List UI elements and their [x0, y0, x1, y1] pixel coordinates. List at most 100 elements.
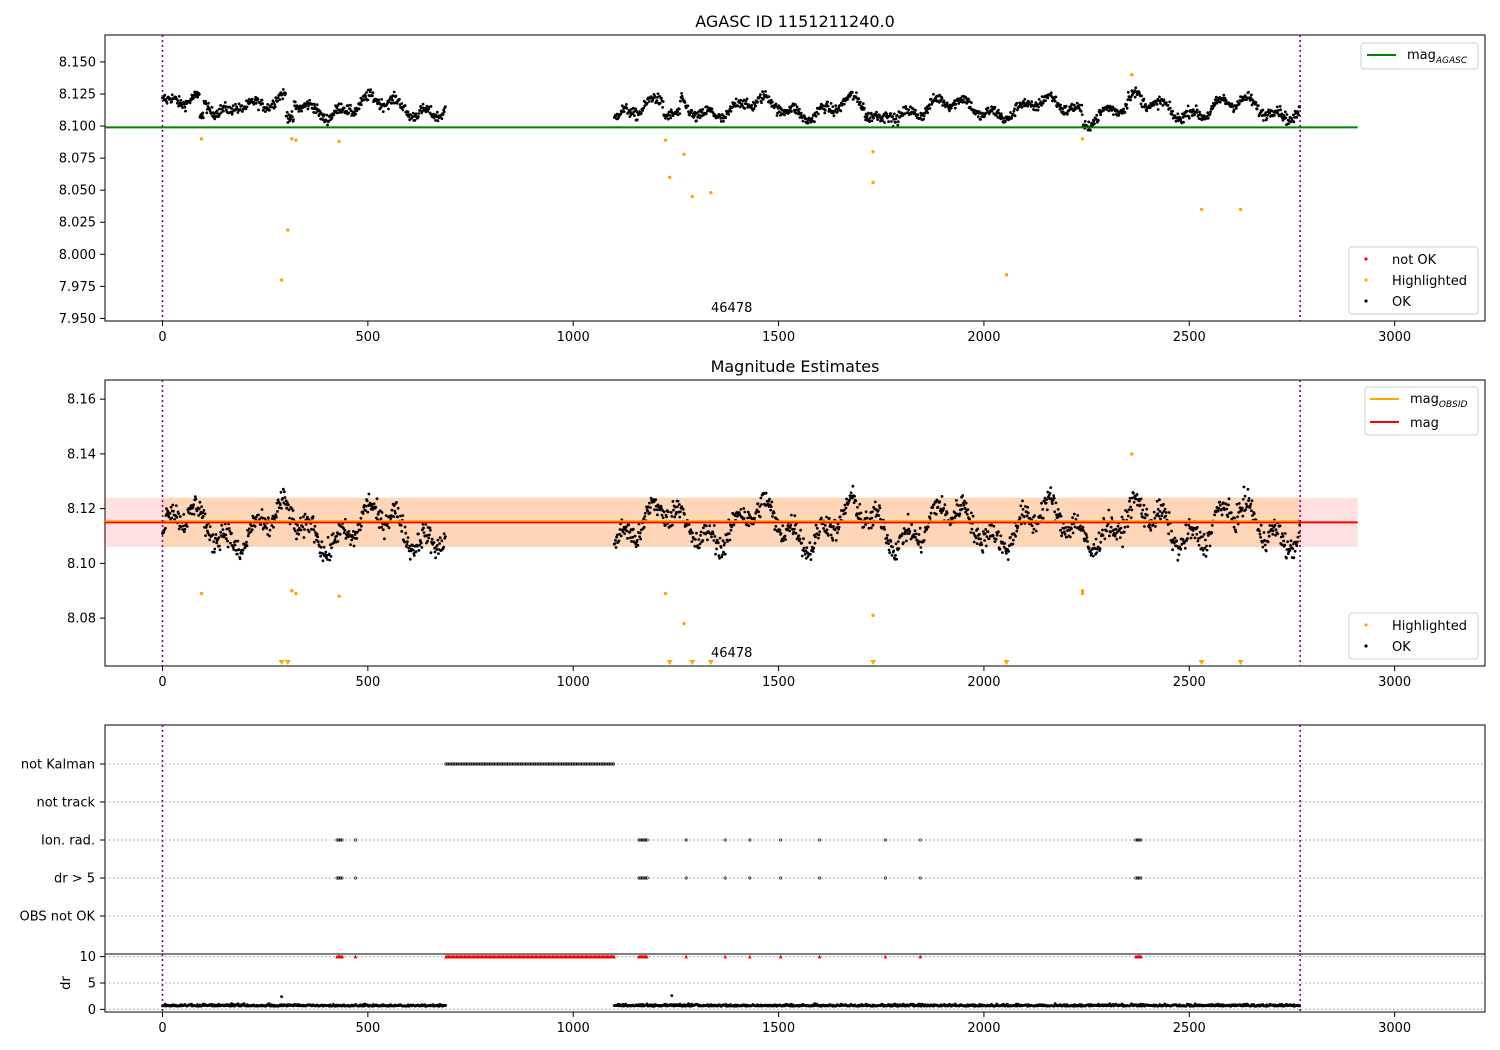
ok-point: [702, 526, 705, 530]
ok-point: [877, 514, 881, 517]
ok-point: [403, 525, 407, 529]
ok-point: [630, 540, 633, 543]
ok-point: [638, 535, 641, 539]
x-tick-label: 500: [355, 675, 380, 690]
ok-point: [1003, 542, 1007, 545]
highlighted-point: [294, 138, 298, 142]
ok-point: [1053, 100, 1057, 103]
ok-point: [1078, 103, 1081, 107]
ok-point: [394, 94, 398, 98]
highlighted-point: [279, 278, 284, 282]
ok-point: [1160, 514, 1164, 518]
ok-point: [1128, 496, 1132, 500]
ok-point: [916, 113, 920, 117]
ok-point: [915, 538, 919, 542]
ok-point: [437, 552, 440, 555]
ok-point: [1152, 103, 1156, 107]
ok-point: [1080, 103, 1084, 107]
flag-point: [510, 762, 514, 766]
ok-point: [661, 100, 665, 103]
ok-point: [1099, 113, 1103, 117]
ok-point: [671, 500, 675, 503]
ok-point: [783, 534, 787, 538]
ok-point: [1277, 109, 1280, 112]
ok-point: [1213, 513, 1216, 517]
ok-point: [411, 548, 415, 552]
ok-point: [315, 532, 319, 536]
ok-point: [219, 111, 223, 114]
ok-point: [1052, 494, 1055, 498]
ok-point: [1052, 496, 1056, 500]
ok-point: [697, 538, 701, 541]
ok-point: [892, 117, 896, 121]
ok-point: [1195, 532, 1199, 536]
ok-point: [238, 108, 242, 111]
ok-point: [743, 107, 747, 110]
ok-point: [1267, 534, 1271, 538]
ok-point: [729, 528, 733, 532]
ok-point: [1040, 501, 1043, 505]
ok-point: [350, 538, 354, 542]
x-tick-label: 0: [158, 330, 166, 345]
ok-point: [342, 106, 346, 110]
ok-point: [1164, 511, 1168, 514]
ok-point: [665, 515, 668, 519]
flag-point: [493, 762, 497, 766]
ok-point: [273, 105, 277, 109]
ok-point: [839, 109, 843, 113]
ok-point: [769, 505, 773, 508]
ok-point: [1055, 105, 1059, 108]
ok-point: [894, 117, 898, 121]
flag-row-label: not track: [36, 796, 95, 811]
ok-point: [360, 524, 363, 528]
ok-point: [931, 506, 935, 509]
ok-point: [216, 112, 220, 115]
ok-point: [666, 113, 670, 116]
ok-point: [808, 541, 812, 545]
ok-point: [781, 539, 785, 542]
ok-point: [1208, 112, 1212, 116]
ok-point: [1122, 530, 1126, 534]
ok-point: [809, 552, 812, 556]
ok-point: [768, 497, 771, 501]
flag-point: [462, 762, 466, 766]
ok-point: [260, 98, 264, 102]
legend-box-points-1: [1348, 246, 1479, 315]
ok-point: [1102, 516, 1105, 520]
ok-point: [761, 98, 765, 101]
flag-point: [338, 838, 342, 842]
flag-point: [472, 762, 476, 766]
ok-point: [429, 528, 432, 532]
ok-point: [859, 100, 862, 104]
flag-point: [511, 762, 515, 766]
flag-point: [534, 762, 538, 766]
ok-point: [760, 101, 763, 104]
ok-point: [1114, 527, 1118, 531]
ok-point: [219, 530, 223, 534]
ok-point: [872, 116, 875, 120]
ok-point: [266, 516, 270, 520]
flag-point: [561, 762, 565, 766]
ok-point: [1046, 490, 1050, 494]
flag-point: [483, 762, 487, 766]
ok-point: [875, 115, 879, 119]
ok-point: [1161, 104, 1165, 107]
ok-point: [1113, 534, 1117, 538]
ok-point: [626, 537, 629, 540]
ok-point: [367, 492, 371, 496]
ok-point: [679, 510, 682, 513]
flag-point: [477, 762, 481, 766]
ok-point: [708, 524, 712, 528]
highlighted-point: [286, 228, 290, 232]
ok-point: [970, 511, 973, 515]
flag-point: [521, 762, 525, 766]
ok-point: [683, 512, 686, 516]
ok-point: [886, 539, 890, 542]
ok-point: [1055, 513, 1058, 517]
ok-point: [1094, 537, 1098, 541]
ok-point: [1145, 513, 1149, 517]
ok-point: [976, 527, 980, 531]
ok-point: [1155, 100, 1158, 103]
ok-point: [434, 556, 437, 560]
